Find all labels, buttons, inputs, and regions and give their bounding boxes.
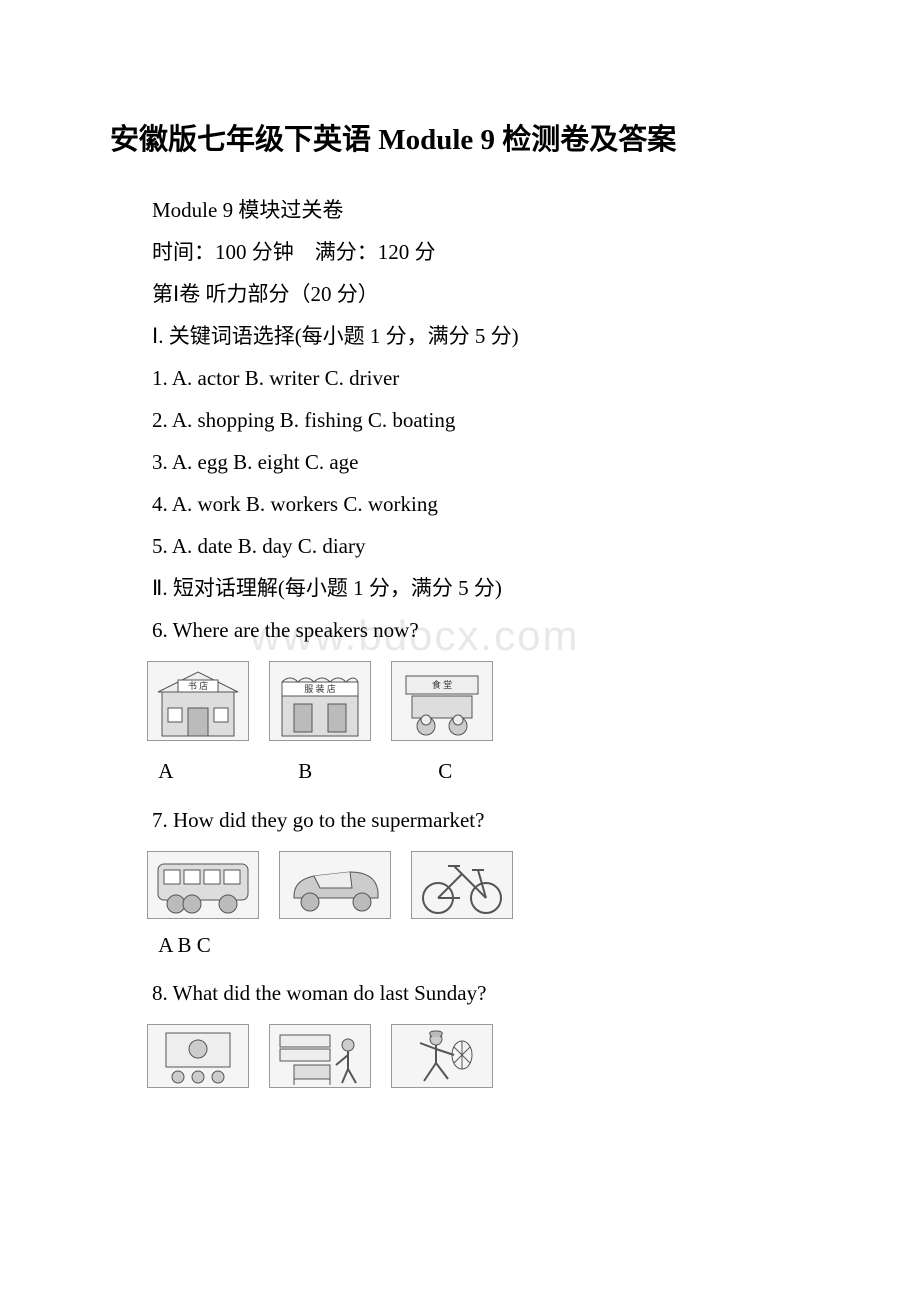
q5: 5. A. date B. day C. diary — [110, 525, 810, 567]
q6-image-row: 书 店 服 装 店 食 堂 — [147, 661, 810, 741]
q7-options: A B C — [158, 933, 810, 958]
q6-label-c: 食 堂 — [432, 679, 452, 690]
q7-image-a — [147, 851, 259, 919]
q6-label-b: 服 装 店 — [304, 683, 336, 694]
q3: 3. A. egg B. eight C. age — [110, 441, 810, 483]
q8-image-a — [147, 1024, 249, 1088]
part-heading: 第Ⅰ卷 听力部分（20 分） — [110, 273, 810, 315]
section1-heading: Ⅰ. 关键词语选择(每小题 1 分，满分 5 分) — [110, 315, 810, 357]
subtitle: Module 9 模块过关卷 — [110, 189, 810, 231]
time-score: 时间：100 分钟 满分：120 分 — [110, 231, 810, 273]
q8-image-row — [147, 1024, 810, 1088]
q6-image-b: 服 装 店 — [269, 661, 371, 741]
q6-label-a: 书 店 — [188, 680, 208, 691]
q7-image-c — [411, 851, 513, 919]
q2: 2. A. shopping B. fishing C. boating — [110, 399, 810, 441]
q6: 6. Where are the speakers now? — [110, 609, 810, 651]
q8-image-b — [269, 1024, 371, 1088]
q6-options: A B C — [158, 755, 810, 785]
q6-image-c: 食 堂 — [391, 661, 493, 741]
page-title: 安徽版七年级下英语 Module 9 检测卷及答案 — [110, 120, 810, 161]
q7-image-row — [147, 851, 810, 919]
q8-image-c — [391, 1024, 493, 1088]
q7: 7. How did they go to the supermarket? — [110, 799, 810, 841]
q7-image-b — [279, 851, 391, 919]
q8: 8. What did the woman do last Sunday? — [110, 972, 810, 1014]
q4: 4. A. work B. workers C. working — [110, 483, 810, 525]
q1: 1. A. actor B. writer C. driver — [110, 357, 810, 399]
q6-image-a: 书 店 — [147, 661, 249, 741]
section2-heading: Ⅱ. 短对话理解(每小题 1 分，满分 5 分) — [110, 567, 810, 609]
